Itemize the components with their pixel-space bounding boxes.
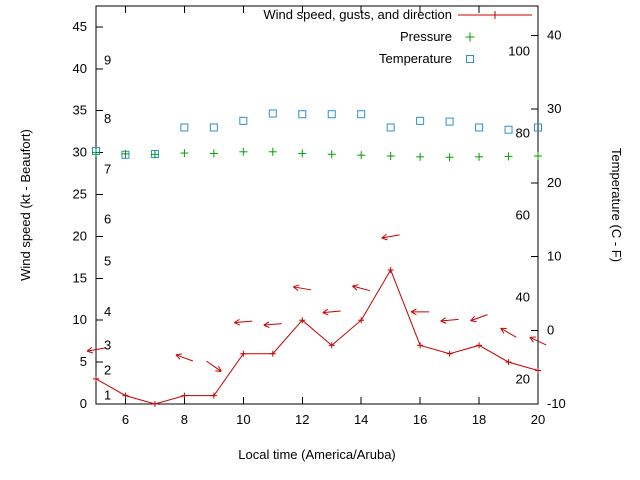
svg-text:Temperature (C - F): Temperature (C - F) [609, 148, 624, 262]
svg-text:10: 10 [547, 249, 561, 264]
svg-text:-10: -10 [547, 396, 566, 411]
svg-text:35: 35 [73, 103, 87, 118]
svg-text:10: 10 [73, 312, 87, 327]
svg-text:15: 15 [73, 270, 87, 285]
svg-text:1: 1 [104, 388, 111, 403]
pressure-series [92, 147, 542, 162]
axes: 6 8 10 12 14 16 18 20051015202530354045-1001020… [18, 5, 624, 462]
svg-text:Local time (America/Aruba): Local time (America/Aruba) [238, 447, 396, 462]
svg-text:80: 80 [516, 126, 530, 141]
svg-text:30: 30 [547, 101, 561, 116]
svg-text:10: 10 [236, 412, 250, 427]
svg-text:18: 18 [472, 412, 486, 427]
svg-text:0: 0 [547, 322, 554, 337]
svg-text:6: 6 [122, 412, 129, 427]
wind-series [93, 266, 541, 407]
svg-text:6: 6 [104, 212, 111, 227]
svg-text:60: 60 [516, 208, 530, 223]
svg-text:Wind speed, gusts, and directi: Wind speed, gusts, and direction [263, 7, 452, 22]
svg-text:3: 3 [104, 337, 111, 352]
svg-text:2: 2 [104, 362, 111, 377]
svg-text:7: 7 [104, 161, 111, 176]
svg-text:16: 16 [413, 412, 427, 427]
svg-text:20: 20 [73, 228, 87, 243]
temperature-series [92, 109, 542, 159]
svg-text:14: 14 [354, 412, 368, 427]
svg-text:0: 0 [80, 396, 87, 411]
svg-text:40: 40 [516, 289, 530, 304]
svg-text:20: 20 [516, 371, 530, 386]
svg-text:30: 30 [73, 145, 87, 160]
svg-text:5: 5 [80, 354, 87, 369]
svg-text:8: 8 [181, 412, 188, 427]
svg-text:Wind speed (kt - Beaufort): Wind speed (kt - Beaufort) [18, 129, 33, 281]
svg-text:20: 20 [531, 412, 545, 427]
svg-text:5: 5 [104, 254, 111, 269]
svg-text:25: 25 [73, 187, 87, 202]
gust-arrows [86, 233, 547, 372]
svg-text:45: 45 [73, 19, 87, 34]
svg-text:Temperature: Temperature [379, 51, 452, 66]
svg-text:100: 100 [508, 44, 530, 59]
svg-text:40: 40 [73, 61, 87, 76]
svg-text:40: 40 [547, 27, 561, 42]
svg-text:20: 20 [547, 175, 561, 190]
svg-text:4: 4 [104, 304, 111, 319]
svg-text:12: 12 [295, 412, 309, 427]
svg-text:Pressure: Pressure [400, 29, 452, 44]
legend: Wind speed, gusts, and direction Pressure… [263, 7, 532, 66]
svg-text:8: 8 [104, 111, 111, 126]
svg-text:9: 9 [104, 52, 111, 67]
